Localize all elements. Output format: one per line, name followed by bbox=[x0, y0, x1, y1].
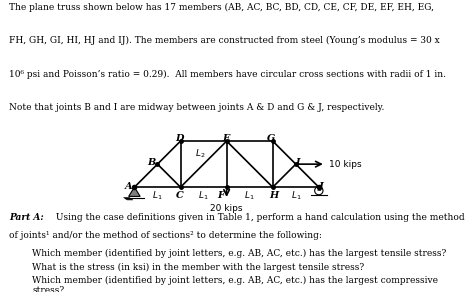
Text: 10⁶ psi and Poisson’s ratio = 0.29).  All members have circular cross sections w: 10⁶ psi and Poisson’s ratio = 0.29). All… bbox=[9, 70, 447, 79]
Text: F: F bbox=[218, 191, 224, 200]
Text: D: D bbox=[175, 134, 183, 143]
Text: $L_2$: $L_2$ bbox=[195, 147, 205, 160]
Text: The plane truss shown below has 17 members (AB, AC, BC, BD, CD, CE, CF, DE, EF, : The plane truss shown below has 17 membe… bbox=[9, 3, 435, 12]
Text: stress?: stress? bbox=[32, 286, 64, 292]
Text: $L_1$: $L_1$ bbox=[198, 190, 209, 202]
Text: E: E bbox=[222, 134, 229, 143]
Text: J: J bbox=[319, 182, 323, 191]
Text: 10 kips: 10 kips bbox=[329, 160, 362, 169]
Text: Which member (identified by joint letters, e.g. AB, AC, etc.) has the largest te: Which member (identified by joint letter… bbox=[32, 249, 447, 258]
Text: FH, GH, GI, HI, HJ and IJ). The members are constructed from steel (Young’s modu: FH, GH, GI, HI, HJ and IJ). The members … bbox=[9, 36, 440, 46]
Text: Note that joints B and I are midway between joints A & D and G & J, respectively: Note that joints B and I are midway betw… bbox=[9, 103, 385, 112]
Text: of joints¹ and/or the method of sections² to determine the following:: of joints¹ and/or the method of sections… bbox=[9, 231, 322, 240]
Text: B: B bbox=[147, 159, 156, 168]
Text: What is the stress (in ksi) in the member with the largest tensile stress?: What is the stress (in ksi) in the membe… bbox=[32, 263, 365, 272]
Text: A: A bbox=[125, 182, 132, 191]
Text: $L_1$: $L_1$ bbox=[291, 190, 301, 202]
Polygon shape bbox=[128, 187, 140, 197]
Text: $L_1$: $L_1$ bbox=[152, 190, 163, 202]
Text: $L_1$: $L_1$ bbox=[245, 190, 255, 202]
Text: Part A:: Part A: bbox=[9, 213, 44, 222]
Text: H: H bbox=[269, 191, 279, 200]
Text: Which member (identified by joint letters, e.g. AB, AC, etc.) has the largest co: Which member (identified by joint letter… bbox=[32, 276, 438, 285]
Text: 20 kips: 20 kips bbox=[210, 204, 243, 213]
Text: I: I bbox=[295, 159, 300, 168]
Text: Using the case definitions given in Table 1, perform a hand calculation using th: Using the case definitions given in Tabl… bbox=[53, 213, 465, 222]
Text: G: G bbox=[267, 134, 276, 143]
Text: C: C bbox=[175, 191, 183, 200]
